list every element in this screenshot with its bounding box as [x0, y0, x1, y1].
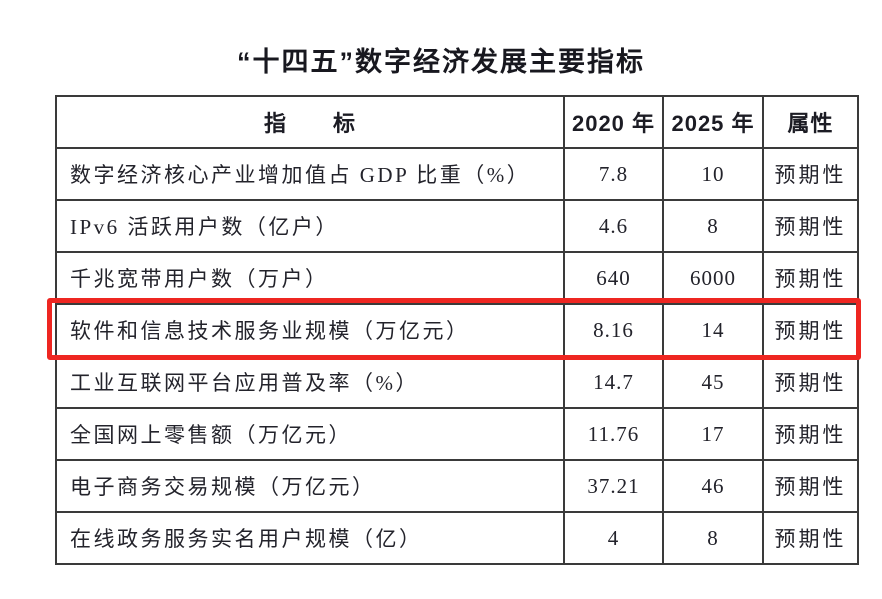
value-2025-cell: 14 — [662, 303, 764, 357]
table-row: 千兆宽带用户数（万户） 640 6000 预期性 — [55, 251, 859, 305]
header-attribute: 属性 — [762, 95, 859, 149]
value-2020-cell: 14.7 — [563, 355, 664, 409]
attribute-cell: 预期性 — [762, 147, 859, 201]
indicator-cell: 千兆宽带用户数（万户） — [55, 251, 565, 305]
value-2020-cell: 4 — [563, 511, 664, 565]
table-row: IPv6 活跃用户数（亿户） 4.6 8 预期性 — [55, 199, 859, 253]
value-2020-cell: 37.21 — [563, 459, 664, 513]
table-row-highlighted: 软件和信息技术服务业规模（万亿元） 8.16 14 预期性 — [55, 303, 859, 357]
attribute-cell: 预期性 — [762, 303, 859, 357]
table-row: 工业互联网平台应用普及率（%） 14.7 45 预期性 — [55, 355, 859, 409]
attribute-cell: 预期性 — [762, 251, 859, 305]
indicator-cell: 全国网上零售额（万亿元） — [55, 407, 565, 461]
value-2025-cell: 46 — [662, 459, 764, 513]
header-2020: 2020 年 — [563, 95, 664, 149]
indicator-cell: IPv6 活跃用户数（亿户） — [55, 199, 565, 253]
table-row: 数字经济核心产业增加值占 GDP 比重（%） 7.8 10 预期性 — [55, 147, 859, 201]
table-header-row: 指 标 2020 年 2025 年 属性 — [55, 95, 859, 149]
attribute-cell: 预期性 — [762, 459, 859, 513]
attribute-cell: 预期性 — [762, 199, 859, 253]
table-row: 全国网上零售额（万亿元） 11.76 17 预期性 — [55, 407, 859, 461]
attribute-cell: 预期性 — [762, 355, 859, 409]
attribute-cell: 预期性 — [762, 407, 859, 461]
indicator-cell: 在线政务服务实名用户规模（亿） — [55, 511, 565, 565]
indicators-table: 指 标 2020 年 2025 年 属性 数字经济核心产业增加值占 GDP 比重… — [55, 95, 859, 565]
value-2025-cell: 8 — [662, 199, 764, 253]
value-2025-cell: 8 — [662, 511, 764, 565]
value-2025-cell: 17 — [662, 407, 764, 461]
table-row: 在线政务服务实名用户规模（亿） 4 8 预期性 — [55, 511, 859, 565]
value-2020-cell: 7.8 — [563, 147, 664, 201]
indicator-cell: 数字经济核心产业增加值占 GDP 比重（%） — [55, 147, 565, 201]
indicator-cell: 软件和信息技术服务业规模（万亿元） — [55, 303, 565, 357]
value-2020-cell: 640 — [563, 251, 664, 305]
value-2025-cell: 10 — [662, 147, 764, 201]
attribute-cell: 预期性 — [762, 511, 859, 565]
header-indicator: 指 标 — [55, 95, 565, 149]
indicator-cell: 工业互联网平台应用普及率（%） — [55, 355, 565, 409]
value-2020-cell: 8.16 — [563, 303, 664, 357]
value-2025-cell: 45 — [662, 355, 764, 409]
value-2020-cell: 11.76 — [563, 407, 664, 461]
table-row: 电子商务交易规模（万亿元） 37.21 46 预期性 — [55, 459, 859, 513]
value-2025-cell: 6000 — [662, 251, 764, 305]
header-2025: 2025 年 — [662, 95, 764, 149]
table-title: “十四五”数字经济发展主要指标 — [237, 47, 645, 77]
value-2020-cell: 4.6 — [563, 199, 664, 253]
indicator-cell: 电子商务交易规模（万亿元） — [55, 459, 565, 513]
